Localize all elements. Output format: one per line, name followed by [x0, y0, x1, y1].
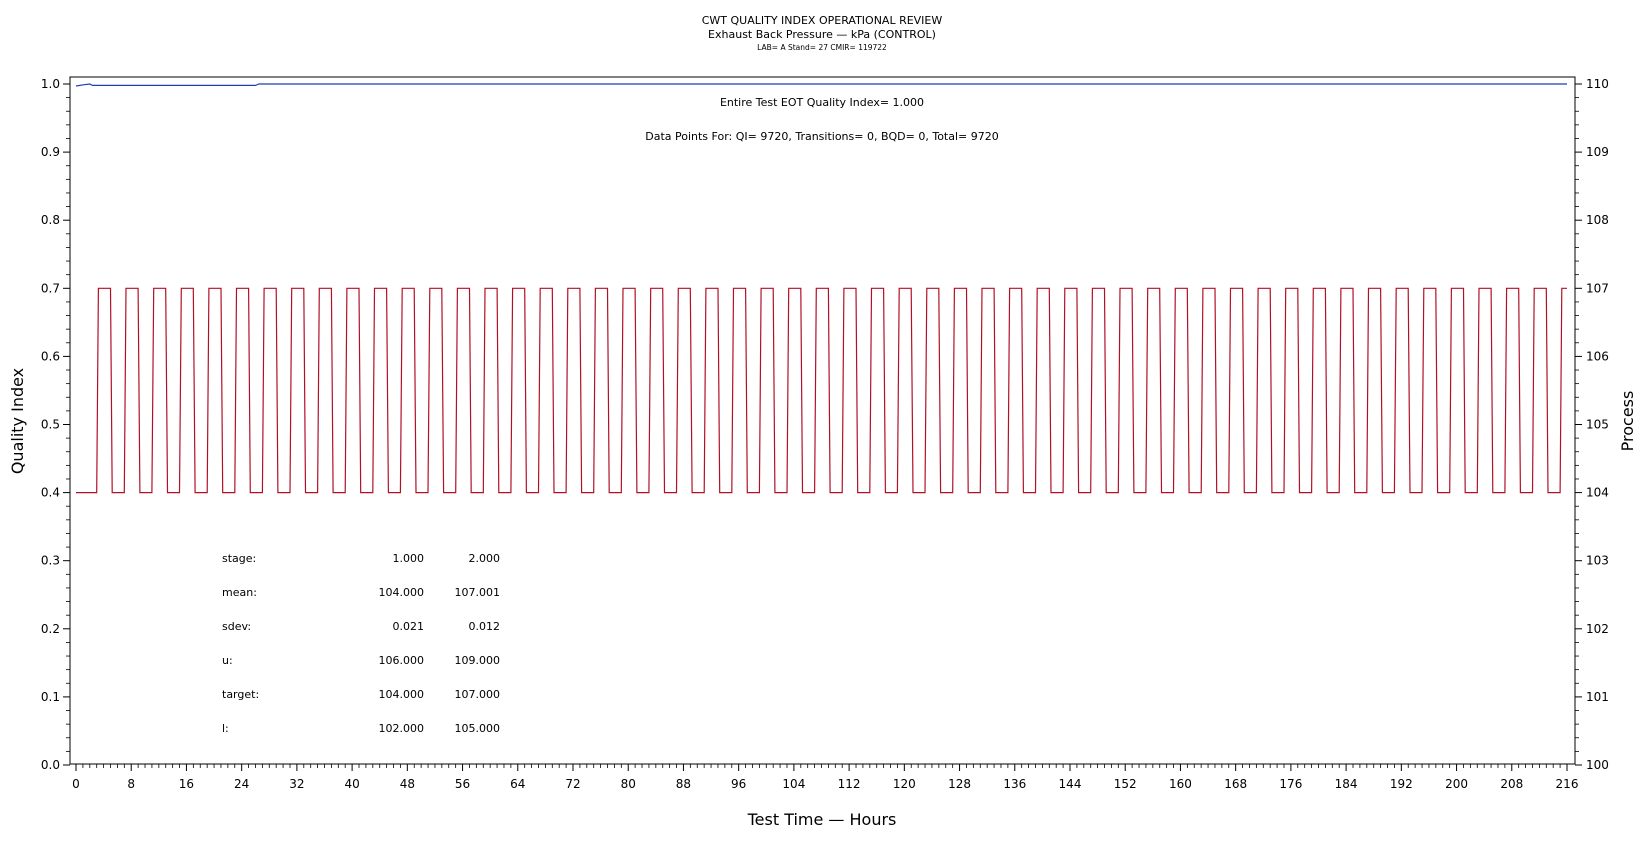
- stats-stage2-value: 109.000: [455, 654, 501, 667]
- x-tick-label: 168: [1224, 777, 1247, 791]
- y-tick-label: 0.4: [41, 486, 60, 500]
- y2-tick-label: 110: [1586, 77, 1609, 91]
- y-tick-label: 0.7: [41, 281, 60, 295]
- y-tick-label: 0.9: [41, 145, 60, 159]
- x-tick-label: 176: [1279, 777, 1302, 791]
- chart-subtitle: Exhaust Back Pressure — kPa (CONTROL): [708, 28, 936, 41]
- x-tick-label: 0: [72, 777, 80, 791]
- x-tick-label: 216: [1556, 777, 1579, 791]
- x-axis-label: Test Time — Hours: [747, 810, 897, 829]
- x-tick-label: 88: [676, 777, 691, 791]
- x-tick-label: 184: [1335, 777, 1358, 791]
- y2-tick-label: 101: [1586, 690, 1609, 704]
- y2-tick-label: 107: [1586, 281, 1609, 295]
- y-tick-label: 0.1: [41, 690, 60, 704]
- series-layer: [75, 83, 1567, 494]
- y-tick-label: 0.8: [41, 213, 60, 227]
- x-tick-label: 24: [234, 777, 249, 791]
- y-axis-left: 0.0 0.1 0.2 0.3 0.4 0.5 0.6 0.7 0.8 0.9 1.0: [41, 77, 70, 772]
- stats-row-label: l:: [222, 722, 229, 735]
- x-tick-label: 16: [179, 777, 194, 791]
- chart-title: CWT QUALITY INDEX OPERATIONAL REVIEW: [702, 14, 943, 27]
- x-tick-label: 48: [400, 777, 415, 791]
- process-line: [76, 287, 1567, 494]
- stats-row-label: mean:: [222, 586, 257, 599]
- x-tick-label: 152: [1114, 777, 1137, 791]
- x-tick-label: 136: [1003, 777, 1026, 791]
- x-tick-label: 128: [948, 777, 971, 791]
- stats-table: stage: 1.000 2.000 mean: 104.000 107.001 sdev:…: [222, 552, 500, 735]
- x-tick-label: 200: [1445, 777, 1468, 791]
- stats-stage2-value: 107.001: [455, 586, 501, 599]
- stats-stage1-value: 0.021: [393, 620, 425, 633]
- x-axis: 0 8 16 24 32 40 48 56 64 72 80 88 96 104 112 120 128 136 1…: [72, 764, 1578, 791]
- x-tick-label: 208: [1500, 777, 1523, 791]
- x-tick-label: 144: [1059, 777, 1082, 791]
- plot-frame: [69, 76, 1576, 765]
- y2-tick-label: 108: [1586, 213, 1609, 227]
- stats-row-label: sdev:: [222, 620, 251, 633]
- x-tick-label: 96: [731, 777, 746, 791]
- x-tick-label: 64: [510, 777, 525, 791]
- x-tick-label: 120: [893, 777, 916, 791]
- y-tick-label: 0.2: [41, 622, 60, 636]
- y2-tick-label: 100: [1586, 758, 1609, 772]
- y2-tick-label: 109: [1586, 145, 1609, 159]
- chart-subsubtitle: LAB= A Stand= 27 CMIR= 119722: [757, 43, 887, 52]
- y-tick-label: 0.3: [41, 554, 60, 568]
- x-tick-label: 32: [289, 777, 304, 791]
- x-tick-label: 160: [1169, 777, 1192, 791]
- annotation-eot-quality-index: Entire Test EOT Quality Index= 1.000: [720, 96, 924, 109]
- stats-row-label: stage:: [222, 552, 256, 565]
- x-tick-label: 8: [127, 777, 135, 791]
- stats-stage2-value: 105.000: [455, 722, 501, 735]
- y2-tick-label: 104: [1586, 486, 1609, 500]
- y2-tick-label: 106: [1586, 349, 1609, 363]
- quality-index-line: [75, 83, 1567, 87]
- y-tick-label: 0.5: [41, 418, 60, 432]
- y-tick-label: 0.6: [41, 349, 60, 363]
- x-tick-label: 112: [838, 777, 861, 791]
- stats-stage2-value: 107.000: [455, 688, 501, 701]
- x-tick-label: 192: [1390, 777, 1413, 791]
- x-tick-label: 56: [455, 777, 470, 791]
- y2-axis-label: Process: [1618, 391, 1637, 452]
- stats-stage2-value: 0.012: [469, 620, 501, 633]
- stats-stage1-value: 106.000: [379, 654, 425, 667]
- x-tick-label: 72: [565, 777, 580, 791]
- y-tick-label: 0.0: [41, 758, 60, 772]
- stats-row-label: u:: [222, 654, 233, 667]
- stats-stage1-value: 104.000: [379, 586, 425, 599]
- x-tick-label: 80: [621, 777, 636, 791]
- stats-stage2-value: 2.000: [469, 552, 501, 565]
- y-tick-label: 1.0: [41, 77, 60, 91]
- stats-stage1-value: 1.000: [393, 552, 425, 565]
- y-axis-label: Quality Index: [8, 368, 27, 474]
- y-axis-right: 100 101 102 103 104 105 106 107 108 109 110: [1575, 77, 1609, 772]
- y2-tick-label: 105: [1586, 418, 1609, 432]
- y2-tick-label: 102: [1586, 622, 1609, 636]
- stats-stage1-value: 104.000: [379, 688, 425, 701]
- x-tick-label: 40: [344, 777, 359, 791]
- stats-stage1-value: 102.000: [379, 722, 425, 735]
- y2-tick-label: 103: [1586, 554, 1609, 568]
- annotation-data-points: Data Points For: QI= 9720, Transitions= …: [645, 130, 999, 143]
- stats-row-label: target:: [222, 688, 259, 701]
- x-tick-label: 104: [782, 777, 805, 791]
